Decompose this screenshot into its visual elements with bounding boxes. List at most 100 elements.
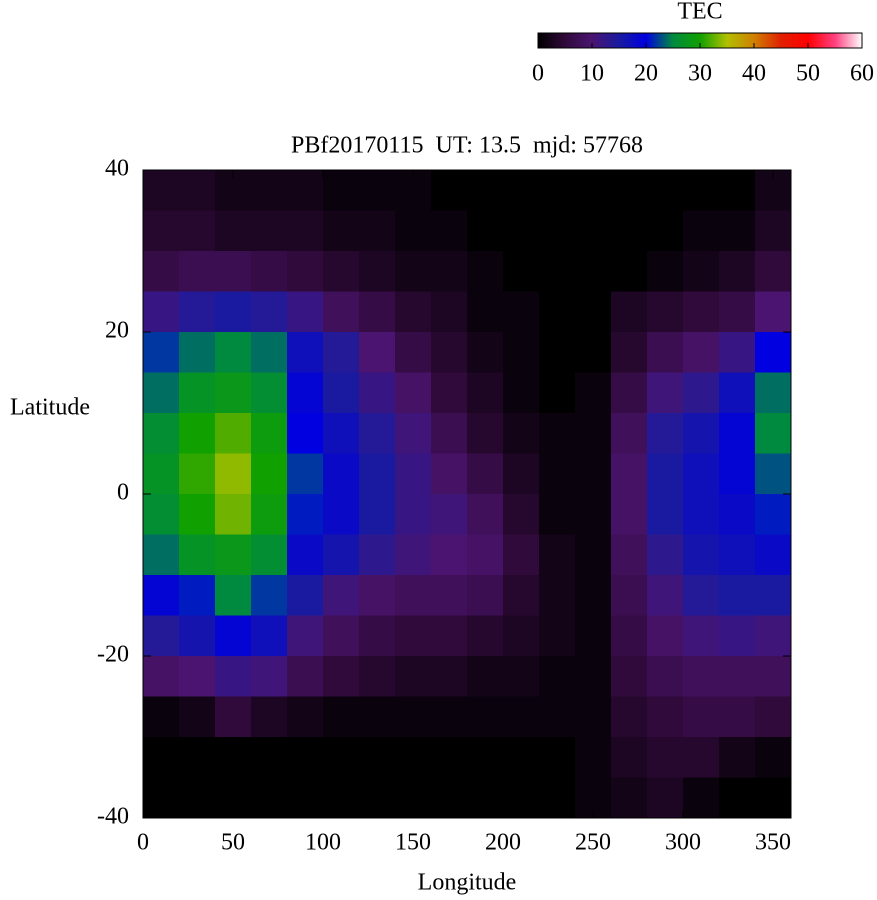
heatmap-cell xyxy=(683,615,720,657)
colorbar-tick-label: 40 xyxy=(742,61,766,87)
heatmap-cell xyxy=(611,575,648,616)
heatmap-cell xyxy=(467,210,504,252)
heatmap-cell xyxy=(143,777,180,819)
heatmap-cell xyxy=(503,372,540,414)
heatmap-cell xyxy=(719,615,756,657)
heatmap-cell xyxy=(143,575,180,616)
heatmap-cell xyxy=(359,615,396,657)
heatmap-cell xyxy=(539,777,576,819)
heatmap-cell xyxy=(323,291,360,333)
heatmap-cell xyxy=(503,291,540,333)
heatmap-cell xyxy=(323,615,360,657)
heatmap-cell xyxy=(431,534,468,576)
y-tick-label: -40 xyxy=(97,804,129,830)
heatmap-cell xyxy=(539,170,576,211)
heatmap-cell xyxy=(251,534,288,576)
heatmap-cell xyxy=(611,291,648,333)
heatmap-cell xyxy=(683,696,720,738)
heatmap-cell xyxy=(395,210,432,252)
heatmap-cell xyxy=(215,696,252,738)
heatmap-cell xyxy=(179,575,216,616)
heatmap-cell xyxy=(431,170,468,211)
heatmap-cell xyxy=(575,494,612,535)
x-tick-label: 350 xyxy=(755,830,791,856)
heatmap-cell xyxy=(287,777,324,819)
heatmap-cell xyxy=(287,494,324,535)
heatmap-cell xyxy=(647,413,684,454)
heatmap-cell xyxy=(251,656,288,697)
heatmap-cell xyxy=(143,251,180,292)
heatmap-cell xyxy=(215,656,252,697)
heatmap-cell xyxy=(287,372,324,414)
heatmap-cell xyxy=(755,453,792,495)
heatmap-cell xyxy=(683,534,720,576)
heatmap-cell xyxy=(323,737,360,778)
heatmap-cell xyxy=(179,332,216,373)
heatmap-cell xyxy=(503,534,540,576)
heatmap-cell xyxy=(647,615,684,657)
heatmap-cell xyxy=(611,696,648,738)
heatmap-cell xyxy=(143,170,180,211)
heatmap-cell xyxy=(467,413,504,454)
heatmap-cell xyxy=(359,777,396,819)
heatmap-cell xyxy=(539,696,576,738)
heatmap-cell xyxy=(719,170,756,211)
heatmap-cell xyxy=(503,332,540,373)
heatmap-cell xyxy=(647,251,684,292)
heatmap-cell xyxy=(287,453,324,495)
chart-title: PBf20170115 UT: 13.5 mjd: 57768 xyxy=(291,133,643,159)
heatmap-cell xyxy=(611,210,648,252)
heatmap-cell xyxy=(611,332,648,373)
heatmap-cell xyxy=(287,170,324,211)
heatmap-cell xyxy=(323,453,360,495)
heatmap-cell xyxy=(395,494,432,535)
heatmap-cell xyxy=(503,777,540,819)
heatmap-cell xyxy=(323,251,360,292)
heatmap-cell xyxy=(683,575,720,616)
colorbar-tick-label: 10 xyxy=(580,61,604,87)
heatmap-cell xyxy=(503,210,540,252)
x-tick-label: 0 xyxy=(137,830,149,856)
heatmap-cell xyxy=(467,332,504,373)
y-tick-label: 0 xyxy=(117,480,129,506)
heatmap-cell xyxy=(755,210,792,252)
heatmap-cell xyxy=(647,777,684,819)
heatmap-cell xyxy=(539,291,576,333)
heatmap-cell xyxy=(755,737,792,778)
y-axis-label: Latitude xyxy=(10,395,90,421)
heatmap-cell xyxy=(755,534,792,576)
heatmap-cell xyxy=(683,170,720,211)
heatmap-cell xyxy=(179,534,216,576)
x-tick-label: 150 xyxy=(395,830,431,856)
heatmap-cell xyxy=(251,737,288,778)
heatmap-cell xyxy=(323,170,360,211)
heatmap-cell xyxy=(575,291,612,333)
heatmap-cell xyxy=(251,170,288,211)
x-tick-label: 250 xyxy=(575,830,611,856)
heatmap-cell xyxy=(359,656,396,697)
heatmap-cell xyxy=(683,413,720,454)
heatmap-cell xyxy=(611,170,648,211)
heatmap-cell xyxy=(575,453,612,495)
heatmap-cell xyxy=(179,413,216,454)
heatmap-cell xyxy=(359,737,396,778)
heatmap-cell xyxy=(683,777,720,819)
heatmap-cell xyxy=(179,453,216,495)
heatmap-cell xyxy=(755,615,792,657)
heatmap-cell xyxy=(719,656,756,697)
heatmap-cell xyxy=(431,332,468,373)
heatmap-cell xyxy=(575,210,612,252)
colorbar-tick-label: 30 xyxy=(688,61,712,87)
heatmap-cell xyxy=(323,494,360,535)
heatmap-cell xyxy=(647,210,684,252)
heatmap-cell xyxy=(719,251,756,292)
heatmap-cell xyxy=(683,291,720,333)
heatmap-cell xyxy=(143,210,180,252)
heatmap-cell xyxy=(683,372,720,414)
heatmap-cell xyxy=(755,656,792,697)
heatmap-cell xyxy=(287,291,324,333)
heatmap-cell xyxy=(575,251,612,292)
heatmap-cell xyxy=(287,251,324,292)
heatmap-cell xyxy=(143,494,180,535)
